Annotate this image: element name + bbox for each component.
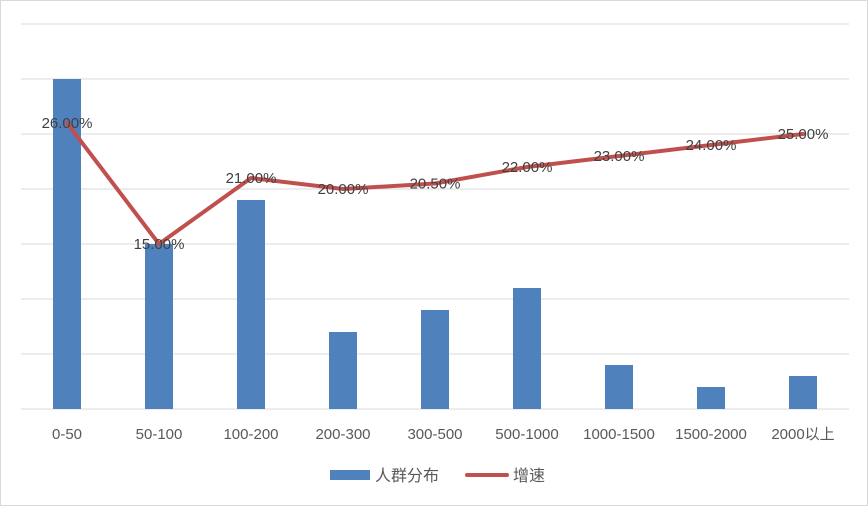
bar-300-500 bbox=[421, 310, 449, 409]
bar-1500-2000 bbox=[697, 387, 725, 409]
x-tick-label: 1500-2000 bbox=[675, 426, 747, 443]
data-label: 23.00% bbox=[594, 148, 645, 165]
bar-50-100 bbox=[145, 244, 173, 409]
data-label: 20.50% bbox=[410, 176, 461, 193]
data-label: 20.00% bbox=[318, 181, 369, 198]
x-tick-label: 2000以上 bbox=[771, 426, 834, 443]
x-tick-label: 100-200 bbox=[223, 426, 278, 443]
bar-200-300 bbox=[329, 332, 357, 409]
bar-100-200 bbox=[237, 200, 265, 409]
data-label: 26.00% bbox=[42, 115, 93, 132]
legend-label-bar: 人群分布 bbox=[375, 467, 439, 485]
data-label: 25.00% bbox=[778, 126, 829, 143]
data-label: 21.00% bbox=[226, 170, 277, 187]
x-tick-label: 200-300 bbox=[315, 426, 370, 443]
legend-swatch-bar bbox=[330, 470, 370, 480]
bar-2000以上 bbox=[789, 376, 817, 409]
data-label: 15.00% bbox=[134, 236, 185, 253]
data-labels: 26.00% 15.00% 21.00% 20.00% 20.50% 22.00% 23.0… bbox=[42, 115, 829, 253]
legend-label-line: 增速 bbox=[513, 467, 545, 485]
x-tick-label: 1000-1500 bbox=[583, 426, 655, 443]
data-label: 22.00% bbox=[502, 159, 553, 176]
bar-1000-1500 bbox=[605, 365, 633, 409]
x-tick-label: 300-500 bbox=[407, 426, 462, 443]
x-axis-ticks: 0-50 50-100 100-200 200-300 300-500 500-1000 1… bbox=[52, 426, 835, 443]
data-label: 24.00% bbox=[686, 137, 737, 154]
x-tick-label: 50-100 bbox=[136, 426, 183, 443]
x-tick-label: 0-50 bbox=[52, 426, 82, 443]
x-tick-label: 500-1000 bbox=[495, 426, 558, 443]
legend: 人群分布 增速 bbox=[330, 467, 545, 485]
bar-500-1000 bbox=[513, 288, 541, 409]
